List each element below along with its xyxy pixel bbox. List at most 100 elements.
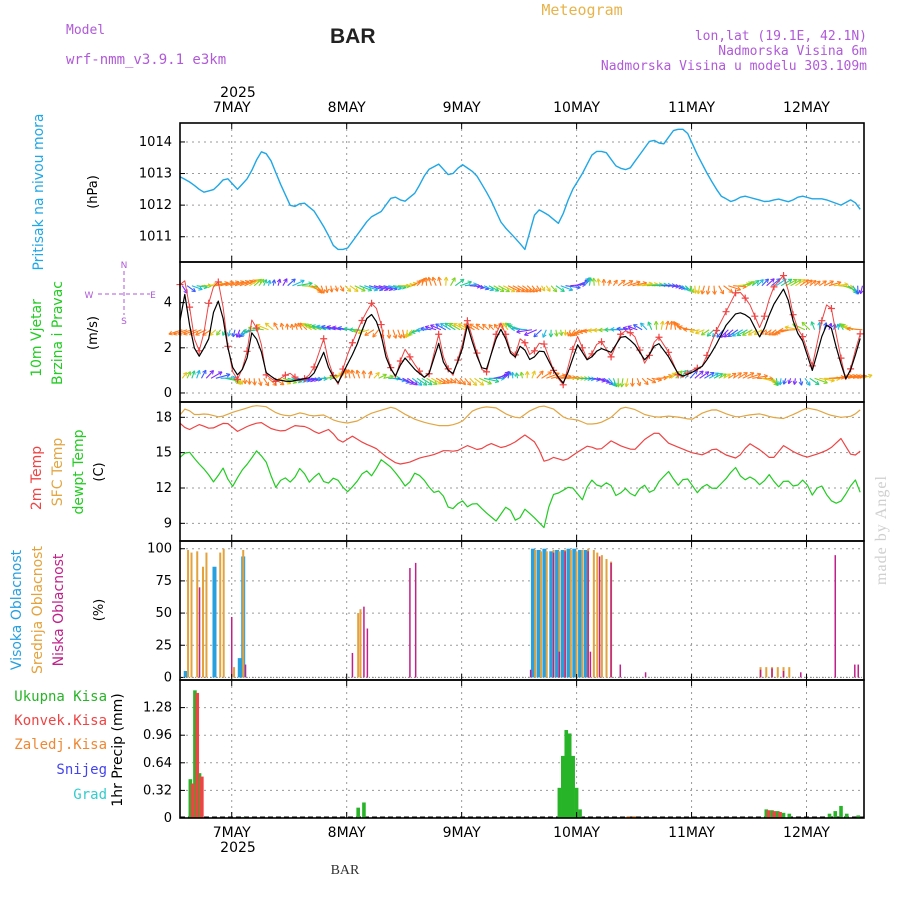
wind-arrow — [311, 377, 322, 381]
wind-arrow-head — [417, 381, 423, 386]
wind-arrow — [706, 329, 715, 337]
cloud-low-bar — [351, 652, 354, 678]
wind-arrow-head — [487, 380, 492, 385]
wind-arrow-head — [226, 332, 232, 337]
wind-arrow-head — [554, 332, 559, 337]
compass-axes — [98, 271, 150, 315]
wind-arrow-head — [510, 371, 515, 376]
cloud-high-bar — [237, 658, 242, 678]
wind-arrow — [311, 325, 327, 331]
wind-arrow-head — [530, 288, 535, 293]
wind-arrow — [325, 285, 328, 293]
wind-arrow — [445, 377, 453, 384]
wind-arrow-head — [332, 325, 337, 331]
wind-arrow — [483, 377, 500, 383]
wind-arrow — [191, 370, 196, 379]
cloud-mid-bar — [196, 551, 199, 678]
panel-frame — [179, 122, 865, 263]
rain-total-bar — [856, 815, 861, 818]
wind-arrow — [210, 282, 223, 287]
station-title: BAR — [330, 25, 376, 48]
wind-arrow-head — [558, 331, 564, 336]
wind-arrow-head — [271, 279, 277, 284]
wind-arrow — [407, 377, 418, 386]
wind-arrow-head — [808, 279, 813, 284]
y-tick-label: 0 — [164, 811, 172, 826]
wind-arrow-head — [216, 331, 221, 336]
wind-arrow — [435, 377, 446, 384]
wind-arrow-head — [801, 321, 807, 327]
panel-frame — [179, 540, 865, 681]
wind-arrow-head — [764, 278, 770, 283]
wind-arrow — [364, 285, 378, 291]
wind-arrow — [383, 375, 394, 379]
wind-arrow — [641, 377, 649, 386]
wind-arrow-head — [242, 328, 248, 334]
wind-arrow — [498, 285, 510, 293]
wind-arrow — [728, 372, 737, 379]
wind-arrow — [498, 323, 504, 331]
wind-arrow — [448, 322, 461, 331]
wind-arrow — [397, 377, 410, 384]
wind-arrow — [742, 282, 753, 287]
cloud-high-bar — [549, 551, 554, 678]
wind-arrow — [474, 285, 484, 289]
wind-arrow — [665, 320, 669, 330]
wind-arrow — [264, 322, 274, 331]
wind-arrow — [263, 279, 267, 286]
wind-arrow-head — [364, 331, 369, 336]
cloud-low-bar — [589, 651, 592, 678]
wind-arrow-head — [372, 333, 377, 338]
wind-arrow — [454, 278, 465, 287]
wind-arrow-head — [810, 321, 815, 326]
cloud-low-bar — [529, 669, 532, 678]
wind-arrow — [622, 280, 634, 287]
y-tick-label: 1013 — [139, 167, 172, 182]
wind-arrow — [713, 373, 723, 379]
wind-arrow — [277, 278, 281, 286]
wind-arrow-head — [613, 279, 618, 285]
wind-arrow — [828, 281, 842, 287]
wind-arrow-head — [619, 383, 625, 388]
wind-arrow — [531, 370, 536, 379]
wind-arrow — [411, 377, 423, 386]
wind-arrow-head — [437, 380, 442, 385]
wind-arrow-head — [428, 381, 433, 386]
wind-arrow — [771, 278, 781, 287]
wind-arrow — [294, 323, 298, 330]
wind-arrow — [742, 329, 753, 336]
wind-arrow — [416, 329, 427, 331]
wind-arrow-head — [435, 323, 440, 328]
wind-arrow — [642, 283, 658, 287]
wind-arrow-head — [461, 380, 467, 386]
gust-marker — [205, 299, 213, 307]
wind-arrow-head — [787, 379, 792, 385]
wind-arrow-head — [704, 371, 710, 376]
rain-total-bar — [770, 810, 774, 818]
gust-marker — [751, 312, 759, 320]
wind-arrow-head — [304, 323, 309, 328]
gust-marker — [665, 348, 673, 356]
wind-arrow — [597, 278, 600, 286]
gust-marker — [760, 312, 768, 320]
wind-arrow-head — [324, 288, 330, 294]
cloud-low-bar — [409, 568, 411, 678]
wind-arrow — [196, 285, 208, 288]
wind-arrow-head — [337, 325, 342, 331]
wind-arrow — [809, 280, 817, 287]
wind-arrow-head — [346, 287, 352, 293]
wind-arrow-head — [689, 328, 694, 334]
wind-arrow — [804, 377, 811, 386]
cloud-mid-label: Srednja Oblacnost — [30, 546, 46, 674]
cloud-mid-bar — [605, 559, 608, 678]
wind-arrow-head — [291, 278, 296, 283]
wind-arrow — [819, 280, 827, 287]
footer-station: BAR — [331, 863, 360, 878]
wind-arrow-head — [316, 324, 321, 330]
wind-arrow — [811, 321, 816, 330]
wind-arrow — [421, 377, 433, 386]
cloud-mid-bar — [357, 613, 360, 678]
gust-marker — [521, 339, 529, 347]
wind-arrow — [373, 372, 380, 379]
wind-arrow — [320, 285, 325, 294]
